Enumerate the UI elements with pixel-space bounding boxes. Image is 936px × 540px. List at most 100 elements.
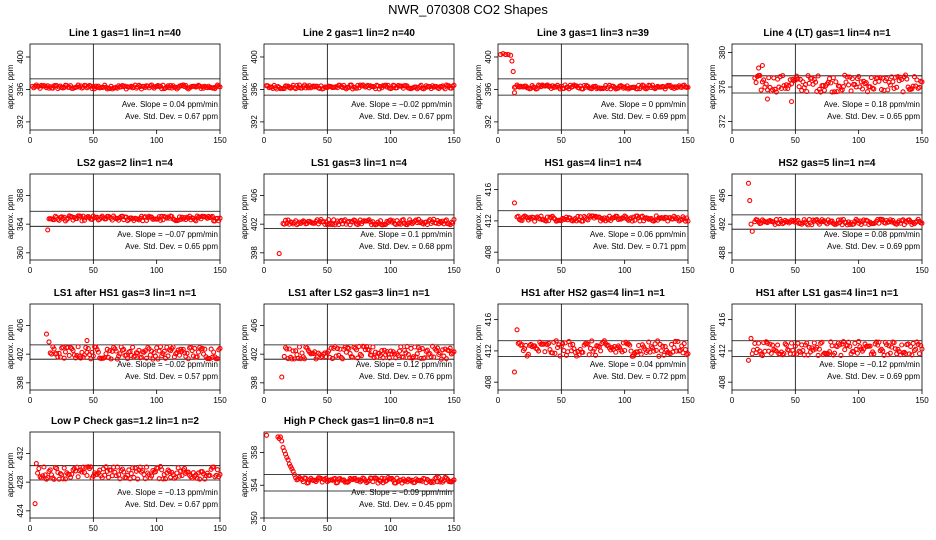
data-point xyxy=(168,82,174,89)
data-point xyxy=(909,352,915,358)
data-point xyxy=(386,355,392,361)
data-point xyxy=(911,74,917,80)
data-point xyxy=(185,356,191,362)
y-axis-label: approx. ppm xyxy=(708,64,717,109)
data-point xyxy=(891,340,897,346)
data-point xyxy=(66,352,72,359)
data-point xyxy=(605,342,611,348)
data-point xyxy=(217,345,223,352)
y-axis-label: approx. ppm xyxy=(6,324,15,369)
data-point xyxy=(194,475,200,481)
data-point xyxy=(288,463,294,469)
panel-title: Line 1 gas=1 lin=1 n=40 xyxy=(69,28,181,39)
data-point xyxy=(819,339,825,345)
data-point xyxy=(641,83,647,89)
data-point xyxy=(511,200,518,206)
data-point xyxy=(821,87,828,93)
data-point xyxy=(772,86,778,92)
data-point xyxy=(773,348,779,354)
avg-std-dev-label: Ave. Std. Dev. = 0.72 ppm xyxy=(593,372,686,381)
data-point xyxy=(320,219,327,225)
data-point xyxy=(400,85,406,91)
data-point xyxy=(829,89,835,95)
x-tick-label: 50 xyxy=(323,136,332,145)
data-point xyxy=(598,348,604,354)
data-point xyxy=(289,466,295,472)
data-point xyxy=(214,467,221,473)
data-point xyxy=(194,213,200,219)
x-tick-label: 100 xyxy=(384,266,398,275)
data-point xyxy=(126,467,132,473)
data-point xyxy=(648,344,654,350)
data-point xyxy=(800,348,806,354)
avg-slope-label: Ave. Slope = 0.1 ppm/min xyxy=(360,230,452,239)
data-point xyxy=(810,347,816,353)
data-point xyxy=(451,477,457,483)
x-tick-label: 0 xyxy=(262,524,267,533)
y-tick-label: 400 xyxy=(16,50,25,64)
data-point xyxy=(428,86,434,92)
data-point xyxy=(685,218,691,224)
data-point xyxy=(32,501,38,507)
data-point xyxy=(592,352,599,358)
data-point xyxy=(679,216,685,222)
data-point xyxy=(913,346,919,352)
data-point xyxy=(919,346,925,352)
data-point xyxy=(782,341,788,347)
panel-title: Line 2 gas=1 lin=2 n=40 xyxy=(303,28,415,39)
data-point xyxy=(552,350,558,356)
data-point xyxy=(438,356,444,362)
data-point xyxy=(143,217,150,223)
data-point xyxy=(437,350,443,356)
data-point xyxy=(899,342,905,348)
data-point xyxy=(135,350,141,356)
x-tick-label: 0 xyxy=(262,136,267,145)
data-point xyxy=(398,344,404,350)
panel-title: HS1 after LS1 gas=4 lin=1 n=1 xyxy=(756,288,899,299)
data-point xyxy=(380,355,386,361)
data-point xyxy=(908,219,914,225)
avg-slope-label: Ave. Slope = 0.06 ppm/min xyxy=(590,230,686,239)
avg-slope-label: Ave. Slope = −0.02 ppm/min xyxy=(117,360,218,369)
data-point xyxy=(121,469,127,475)
data-point xyxy=(844,74,850,80)
data-point xyxy=(617,344,623,351)
y-tick-label: 368 xyxy=(16,188,25,202)
data-point xyxy=(856,73,862,80)
data-point xyxy=(99,475,105,481)
data-point xyxy=(176,214,183,220)
y-tick-label: 398 xyxy=(16,376,25,390)
data-point xyxy=(764,340,771,346)
x-tick-label: 0 xyxy=(28,396,33,405)
data-point xyxy=(790,76,796,82)
x-tick-label: 150 xyxy=(915,136,929,145)
data-point xyxy=(668,341,675,348)
data-point xyxy=(542,349,548,355)
data-point xyxy=(871,86,877,92)
data-point xyxy=(304,345,310,351)
data-point xyxy=(194,354,200,360)
data-point xyxy=(916,351,923,357)
x-tick-label: 100 xyxy=(384,524,398,533)
data-point xyxy=(147,352,153,358)
x-tick-label: 50 xyxy=(791,396,800,405)
data-point xyxy=(877,75,883,81)
data-point xyxy=(62,476,69,482)
x-tick-label: 150 xyxy=(447,396,461,405)
data-point xyxy=(591,346,597,352)
y-tick-label: 376 xyxy=(718,80,727,94)
data-point xyxy=(842,347,848,353)
data-point xyxy=(532,85,538,91)
data-point xyxy=(339,356,346,362)
x-tick-label: 150 xyxy=(681,396,695,405)
data-point xyxy=(279,374,285,380)
y-tick-label: 488 xyxy=(718,246,727,260)
data-point xyxy=(327,354,333,360)
y-axis-label: approx. ppm xyxy=(474,194,483,239)
data-point xyxy=(892,346,898,352)
data-point xyxy=(176,352,183,358)
data-point xyxy=(682,347,689,353)
data-point xyxy=(806,344,812,350)
data-point xyxy=(45,227,51,233)
data-point xyxy=(573,218,580,224)
